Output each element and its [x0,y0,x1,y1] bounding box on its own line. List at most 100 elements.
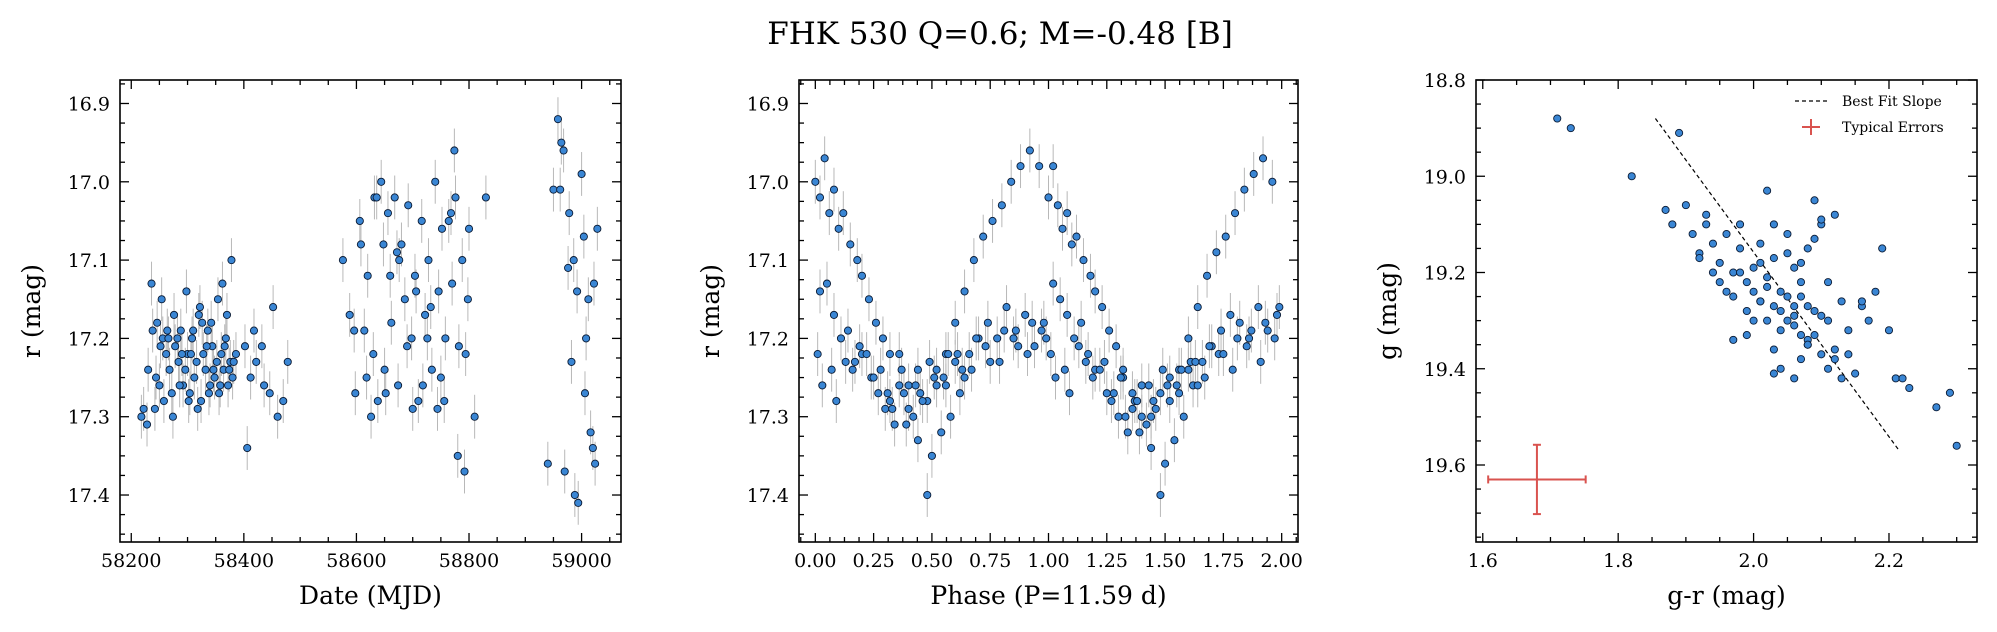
data-point [157,295,166,304]
data-point [220,342,229,351]
data-point [225,365,234,374]
data-point [1837,297,1846,306]
data-point [1256,357,1265,366]
data-point [190,373,199,382]
y-tick-label: 19.6 [1424,455,1466,477]
data-point [1079,256,1088,265]
data-point [189,326,198,335]
data-point [381,389,390,398]
data-point [1177,365,1186,374]
data-point [965,350,974,359]
data-point [1100,357,1109,366]
data-point [1871,287,1880,296]
data-point [1228,365,1237,374]
data-point [1044,193,1053,202]
y-tick-label: 17.0 [68,172,110,194]
data-point [569,256,578,265]
data-point [577,169,586,179]
data-point [1776,287,1785,296]
data-point [421,310,430,319]
x-axis-label: Phase (P=11.59 d) [930,581,1166,610]
data-point [1878,244,1887,253]
data-point [829,310,839,319]
data-point [171,342,180,351]
data-point [249,326,259,335]
data-point [1270,334,1279,343]
plot-frame [119,79,622,543]
data-point [1203,271,1212,280]
data-point [414,397,423,406]
data-point [1063,310,1072,319]
data-point [252,357,261,366]
data-point [470,412,479,421]
data-point [1158,365,1167,374]
data-point [228,373,237,382]
y-tick-label: 17.0 [747,172,789,194]
data-point [1191,357,1200,366]
data-point [162,350,171,359]
data-point [397,240,406,249]
data-point [1790,263,1799,272]
data-point [1783,316,1792,325]
data-point [841,357,850,366]
data-point [1067,240,1076,249]
data-point [1105,326,1114,335]
data-point [1058,224,1067,233]
data-point [186,350,195,359]
data-point [423,334,432,343]
data-point [1133,397,1142,406]
data-point [1217,326,1226,335]
data-point [567,357,576,366]
data-point [224,381,233,390]
data-point [979,232,988,241]
data-point [1803,340,1812,349]
data-point [144,365,153,374]
data-point [404,201,413,210]
data-point [589,279,599,288]
data-point [1824,316,1833,325]
data-point [1258,154,1268,163]
data-point [1769,254,1778,263]
data-point [925,357,934,366]
y-tick-label: 18.8 [1424,70,1466,92]
data-point [1729,268,1738,277]
data-point [967,365,976,374]
data-point [584,295,593,304]
data-point [560,467,569,476]
data-point [818,381,827,390]
data-point [1242,342,1251,351]
x-tick-label: 59000 [551,550,611,572]
data-point [1796,258,1806,267]
data-point [1046,350,1055,359]
data-point [177,350,186,359]
data-point [913,436,922,445]
y-tick-label: 17.4 [68,485,110,507]
data-point [390,193,399,202]
data-point [1824,364,1833,373]
x-tick-label: 1.75 [1202,550,1244,572]
data-point [194,310,203,319]
data-point [1857,297,1866,306]
y-axis-label: r (mag) [17,264,46,358]
data-point [825,209,834,218]
data-point [1170,436,1179,445]
data-point [448,279,457,288]
data-point [1952,441,1961,450]
data-point [857,271,867,280]
data-point [1830,210,1839,219]
y-axis-label: r (mag) [696,264,725,358]
data-point [1763,273,1772,282]
data-point [1810,306,1819,316]
data-point [1763,316,1772,325]
data-point [206,381,215,390]
data-points [811,146,1284,500]
data-point [1749,287,1758,296]
x-tick-label: 0.00 [794,550,836,572]
data-point [1156,490,1165,500]
data-point [1763,186,1772,195]
data-point [433,404,442,413]
data-point [897,365,906,374]
data-point [1184,334,1193,343]
data-point [1121,412,1130,421]
data-point [1035,162,1044,171]
